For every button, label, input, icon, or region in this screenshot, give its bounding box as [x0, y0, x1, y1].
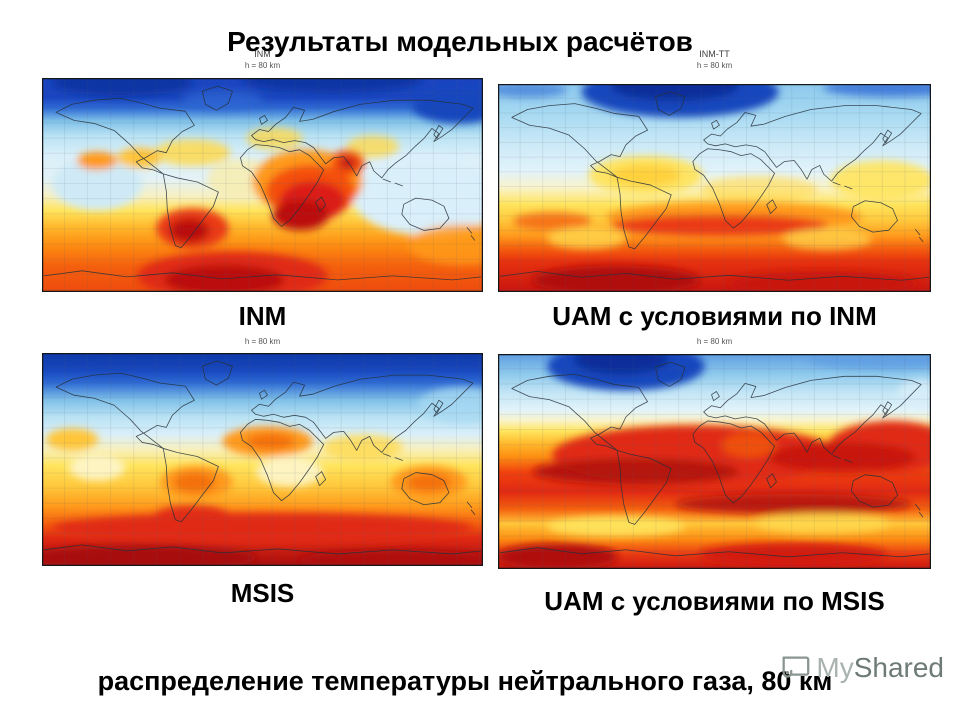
temperature-map-msis-svg	[42, 353, 483, 566]
caption-uam-msis: UAM с условиями по MSIS	[544, 586, 885, 616]
temperature-map-inm-svg	[42, 78, 483, 292]
caption-msis: MSIS	[230, 578, 295, 608]
map-inm	[42, 78, 483, 292]
panel-header-uam-inm: INM-TT h = 80 km	[498, 49, 931, 70]
map-msis	[42, 353, 483, 566]
map-uam-inm	[498, 84, 931, 292]
myshared-logo-icon	[782, 656, 810, 678]
myshared-watermark: MyShared	[778, 650, 944, 686]
map-uam-msis	[498, 354, 931, 569]
map-altitude-label: h = 80 km	[244, 337, 281, 346]
map-altitude-label: h = 80 km	[244, 61, 281, 70]
panel-header-inm: INM h = 80 km	[42, 49, 483, 70]
page-title: Результаты модельных расчётов	[227, 26, 693, 57]
map-model-label: INM	[254, 49, 271, 59]
watermark-text-shared: Shared	[853, 652, 944, 683]
caption-uam-inm: UAM с условиями по INM	[552, 301, 877, 331]
watermark-text-my: My	[816, 652, 854, 683]
watermark-text: MyShared	[816, 650, 944, 686]
panel-header-uam-msis: h = 80 km	[498, 336, 931, 346]
map-model-label: INM-TT	[699, 49, 730, 59]
temperature-map-uam-inm-svg	[498, 84, 931, 292]
map-altitude-label: h = 80 km	[696, 337, 733, 346]
temperature-map-uam-msis-svg	[498, 354, 931, 569]
footer-caption: распределение температуры нейтрального г…	[97, 666, 833, 696]
panel-header-msis: h = 80 km	[42, 336, 483, 346]
caption-inm: INM	[238, 301, 287, 331]
map-altitude-label: h = 80 km	[696, 61, 733, 70]
